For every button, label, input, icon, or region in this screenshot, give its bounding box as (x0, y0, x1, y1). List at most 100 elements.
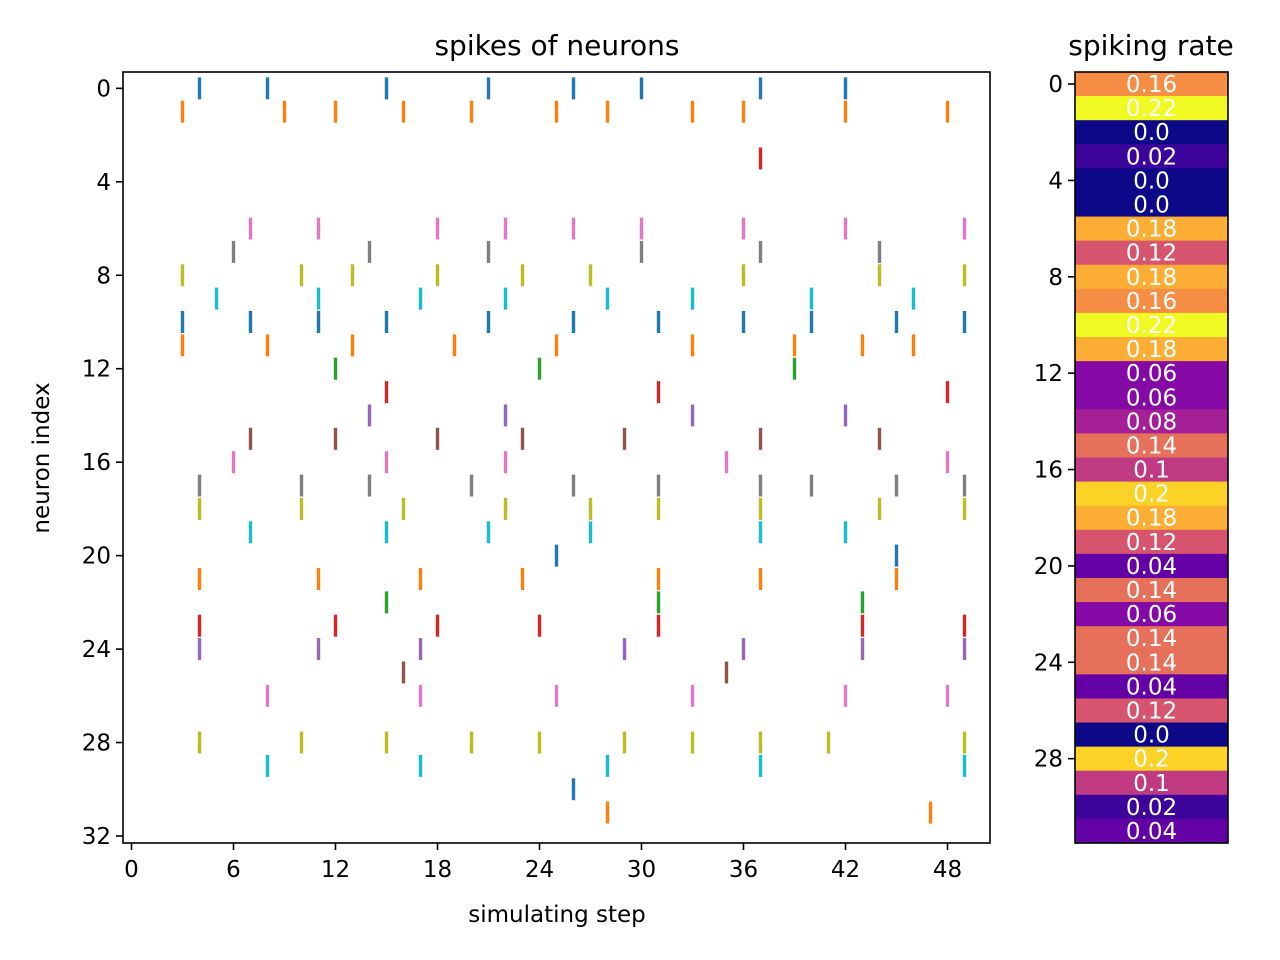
heatmap-cell-label: 0.0 (1133, 120, 1170, 146)
spike-marks (180, 77, 967, 824)
heatmap-cell-label: 0.06 (1126, 385, 1177, 411)
heatmap-cell (1075, 96, 1228, 121)
heatmap-y-tick-label: 0 (1048, 72, 1063, 98)
heatmap-cell-label: 0.16 (1126, 72, 1177, 98)
heatmap-cell (1075, 602, 1228, 627)
heatmap-cell (1075, 746, 1228, 772)
heatmap-cell (1075, 168, 1228, 194)
heatmap-cell-label: 0.18 (1126, 337, 1177, 363)
heatmap-cell (1075, 529, 1228, 555)
heatmap-y-ticks: 0 4 8 12 16 20 24 28 (1034, 72, 1075, 773)
heatmap-cell-label: 0.18 (1126, 506, 1177, 532)
heatmap-cell-label: 0.18 (1126, 265, 1177, 291)
heatmap-y-tick-label: 4 (1048, 168, 1063, 194)
heatmap-cell (1075, 794, 1228, 820)
heatmap-y-tick-label: 20 (1034, 554, 1063, 580)
x-tick-label: 36 (729, 857, 758, 883)
heatmap-cell-label: 0.1 (1133, 771, 1170, 797)
heatmap-cell (1075, 722, 1228, 748)
heatmap-cell-label: 0.14 (1126, 650, 1177, 676)
heatmap-cell-label: 0.06 (1126, 361, 1177, 387)
heatmap-cell (1075, 577, 1228, 603)
heatmap-cell (1075, 361, 1228, 386)
heatmap-cell-label: 0.04 (1126, 674, 1177, 700)
heatmap-y-tick-label: 16 (1034, 458, 1063, 484)
heatmap-cell (1075, 457, 1228, 483)
heatmap-cell-label: 0.0 (1133, 723, 1170, 749)
heatmap-cell-label: 0.1 (1133, 458, 1170, 484)
y-tick-label: 4 (96, 170, 111, 196)
heatmap-cell (1075, 144, 1228, 169)
raster-y-ticks: 0 4 8 12 16 20 24 28 32 (82, 76, 123, 850)
heatmap-cell-label: 0.2 (1133, 482, 1170, 508)
heatmap-y-tick-label: 28 (1034, 747, 1063, 773)
heatmap-cell-label: 0.16 (1126, 289, 1177, 315)
x-tick-label: 42 (831, 857, 860, 883)
x-tick-label: 18 (423, 857, 452, 883)
heatmap-cell-label: 0.18 (1126, 217, 1177, 243)
heatmap-cell (1075, 337, 1228, 362)
heatmap-cells: 0.160.220.00.020.00.00.180.120.180.160.2… (1075, 72, 1228, 845)
heatmap-cell (1075, 240, 1228, 266)
y-tick-label: 8 (96, 263, 111, 289)
heatmap-cell (1075, 770, 1228, 796)
y-tick-label: 0 (96, 76, 111, 102)
heatmap-frame (1074, 71, 1229, 844)
y-tick-label: 28 (82, 731, 111, 757)
heatmap-cell (1075, 312, 1228, 338)
heatmap-cell (1075, 553, 1228, 579)
heatmap-cell-label: 0.14 (1126, 626, 1177, 652)
heatmap-cell (1075, 288, 1228, 314)
raster-plot-frame (122, 71, 991, 844)
rate-heatmap: spiking rate 0.160.220.00.020.00.00.180.… (1034, 29, 1234, 845)
heatmap-cell-label: 0.02 (1126, 795, 1177, 821)
x-tick-label: 24 (525, 857, 554, 883)
x-tick-label: 30 (627, 857, 656, 883)
heatmap-cell (1075, 674, 1228, 700)
heatmap-cell (1075, 818, 1228, 844)
heatmap-cell (1075, 409, 1228, 434)
y-tick-label: 24 (82, 637, 111, 663)
heatmap-cell-label: 0.02 (1126, 144, 1177, 170)
heatmap-y-tick-label: 8 (1048, 265, 1063, 291)
heatmap-cell-label: 0.14 (1126, 433, 1177, 459)
heatmap-cell-label: 0.12 (1126, 241, 1177, 267)
x-tick-label: 48 (933, 857, 962, 883)
heatmap-cell-label: 0.2 (1133, 747, 1170, 773)
heatmap-cell (1075, 698, 1228, 724)
heatmap-cell (1075, 505, 1228, 531)
heatmap-cell-label: 0.04 (1126, 819, 1177, 845)
x-tick-label: 12 (321, 857, 350, 883)
heatmap-cell (1075, 120, 1228, 145)
heatmap-cell-label: 0.12 (1126, 530, 1177, 556)
raster-title: spikes of neurons (434, 29, 679, 62)
heatmap-cell-label: 0.0 (1133, 168, 1170, 194)
y-tick-label: 16 (82, 450, 111, 476)
heatmap-cell-label: 0.04 (1126, 554, 1177, 580)
heatmap-cell-label: 0.08 (1126, 409, 1177, 435)
heatmap-cell-label: 0.12 (1126, 698, 1177, 724)
heatmap-cell (1075, 433, 1228, 459)
heatmap-cell-label: 0.06 (1126, 602, 1177, 628)
heatmap-cell (1075, 264, 1228, 290)
heatmap-cell-label: 0.0 (1133, 193, 1170, 219)
heatmap-y-tick-label: 12 (1034, 361, 1063, 387)
heatmap-cell (1075, 626, 1228, 651)
y-tick-label: 12 (82, 357, 111, 383)
y-tick-label: 20 (82, 544, 111, 570)
heatmap-cell (1075, 385, 1228, 410)
heatmap-cell (1075, 216, 1228, 242)
heatmap-cell-label: 0.22 (1126, 96, 1177, 122)
raster-chart: spikes of neurons 0 6 12 18 24 30 36 42 48 04812… (29, 29, 991, 928)
y-tick-label: 32 (82, 824, 111, 850)
heatmap-title: spiking rate (1068, 29, 1233, 62)
x-tick-label: 6 (226, 857, 241, 883)
raster-y-axis-label: neuron index (29, 382, 55, 533)
heatmap-cell-label: 0.14 (1126, 578, 1177, 604)
heatmap-cell (1075, 192, 1228, 218)
heatmap-y-tick-label: 24 (1034, 650, 1063, 676)
heatmap-cell (1075, 72, 1228, 97)
heatmap-cell (1075, 650, 1228, 675)
